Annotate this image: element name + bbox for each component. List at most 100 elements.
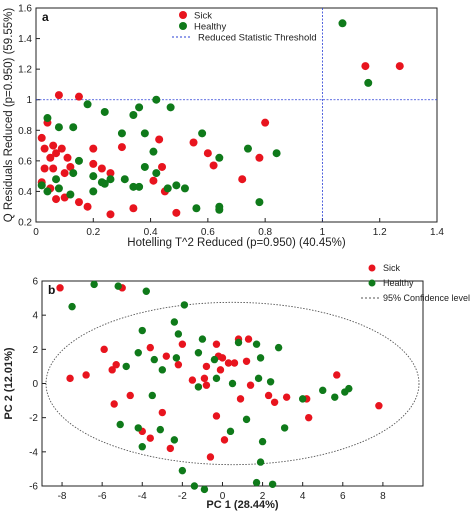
healthy-data-point xyxy=(114,282,122,290)
sick-data-point xyxy=(155,135,164,144)
healthy-data-point xyxy=(138,443,146,451)
healthy-data-point xyxy=(106,175,115,184)
sick-data-point xyxy=(83,202,92,211)
healthy-data-point xyxy=(338,19,347,28)
healthy-data-point xyxy=(298,395,307,403)
healthy-data-point xyxy=(256,354,265,362)
healthy-data-point xyxy=(170,318,179,326)
healthy-data-point xyxy=(198,129,207,138)
healthy-data-point xyxy=(212,374,221,383)
sick-data-point xyxy=(188,376,197,384)
healthy-data-point xyxy=(200,485,209,494)
panel-a-y-axis-label: Q Residuals Reduced (p=0.950) (59.55%) xyxy=(3,8,15,223)
healthy-data-point xyxy=(140,129,149,138)
healthy-data-point xyxy=(129,111,138,119)
healthy-data-point xyxy=(149,147,158,156)
sick-data-point xyxy=(395,62,404,71)
legend-healthy-label: Healthy xyxy=(194,22,226,33)
sick-data-point xyxy=(178,340,187,348)
confidence-ellipse xyxy=(45,301,420,466)
sick-data-point xyxy=(166,444,175,453)
sick-data-point xyxy=(146,343,154,352)
healthy-data-point xyxy=(140,162,149,171)
sick-data-point xyxy=(52,195,61,204)
sick-data-point xyxy=(108,366,116,374)
sick-data-point xyxy=(242,357,251,365)
sick-data-point xyxy=(246,381,255,389)
y-tick-label: 0.2 xyxy=(18,218,32,229)
healthy-data-point xyxy=(345,384,353,393)
legend-sick-marker-icon xyxy=(368,264,376,272)
legend-healthy-marker-icon xyxy=(368,279,376,287)
healthy-data-point xyxy=(266,378,275,386)
sick-data-point xyxy=(106,210,115,219)
sick-data-point xyxy=(224,359,233,367)
x-tick-label: 2 xyxy=(260,491,266,502)
healthy-data-point xyxy=(89,172,98,181)
healthy-data-point xyxy=(142,287,150,295)
sick-data-point xyxy=(333,371,341,379)
panel-a-label: a xyxy=(42,10,49,24)
sick-data-point xyxy=(60,169,69,178)
healthy-data-point xyxy=(150,355,158,364)
healthy-data-point xyxy=(134,349,142,357)
panel-b-x-axis-label: PC 1 (28.44%) xyxy=(206,499,278,511)
sick-data-point xyxy=(255,153,264,162)
healthy-data-point xyxy=(135,103,144,112)
sick-data-point xyxy=(203,149,212,158)
healthy-data-point xyxy=(280,424,289,432)
sick-data-point xyxy=(40,144,49,153)
sick-data-point xyxy=(97,164,106,173)
healthy-data-point xyxy=(152,169,161,178)
sick-data-point xyxy=(82,371,90,379)
sick-data-point xyxy=(244,335,253,343)
healthy-data-point xyxy=(190,482,199,490)
y-tick-label: 6 xyxy=(32,277,38,288)
legend-sick-label: Sick xyxy=(383,263,401,273)
healthy-data-point xyxy=(156,425,165,434)
legend-sick-label: Sick xyxy=(194,11,212,22)
sick-data-point xyxy=(162,352,171,360)
sick-data-point xyxy=(63,153,72,162)
y-tick-label: 1.4 xyxy=(18,34,32,45)
legend-healthy-marker-icon xyxy=(179,22,187,30)
healthy-data-point xyxy=(43,114,52,123)
healthy-data-point xyxy=(74,156,83,165)
healthy-data-point xyxy=(319,386,327,395)
healthy-data-point xyxy=(268,480,277,488)
healthy-data-point xyxy=(234,338,243,347)
sick-data-point xyxy=(220,436,229,444)
sick-data-point xyxy=(202,381,211,389)
sick-data-point xyxy=(146,434,154,442)
sick-data-point xyxy=(37,133,46,142)
healthy-data-point xyxy=(198,335,207,343)
sick-data-point xyxy=(305,413,313,422)
x-tick-label: -8 xyxy=(58,491,67,502)
healthy-data-point xyxy=(90,280,98,289)
healthy-data-point xyxy=(69,169,78,178)
healthy-data-point xyxy=(135,182,144,191)
healthy-data-point xyxy=(120,175,129,184)
healthy-data-point xyxy=(54,123,63,132)
sick-data-point xyxy=(54,91,63,100)
healthy-data-point xyxy=(331,393,339,401)
healthy-data-point xyxy=(163,184,172,193)
legend-healthy-label: Healthy xyxy=(383,278,414,288)
sick-data-point xyxy=(112,361,120,369)
healthy-data-point xyxy=(215,153,224,162)
sick-data-point xyxy=(174,361,183,369)
sick-data-point xyxy=(202,362,211,371)
healthy-data-point xyxy=(272,149,281,158)
sick-data-point xyxy=(218,354,227,362)
panel-a-x-axis-label: Hotelling T^2 Reduced (p=0.950) (40.45%) xyxy=(127,237,346,249)
sick-data-point xyxy=(216,366,225,374)
sick-data-point xyxy=(66,162,75,171)
x-tick-label: -2 xyxy=(178,491,187,502)
healthy-data-point xyxy=(97,178,106,187)
healthy-data-point xyxy=(54,184,63,193)
panel-a-chart: a Hotelling T^2 Reduced (p=0.950) (40.45… xyxy=(3,4,444,250)
sick-data-point xyxy=(158,408,167,417)
sick-data-point xyxy=(236,395,245,403)
sick-data-point xyxy=(89,144,98,153)
x-tick-label: 8 xyxy=(380,491,386,502)
